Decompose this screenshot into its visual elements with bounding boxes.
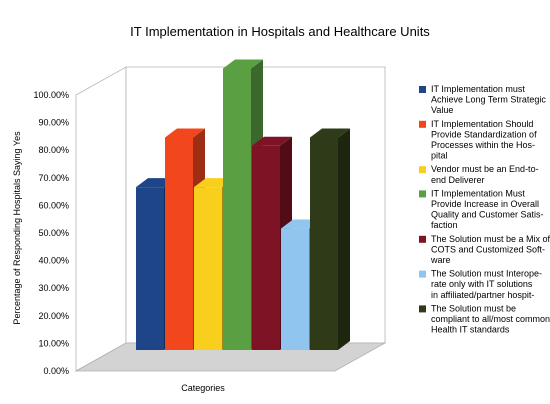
bar-front <box>252 145 280 350</box>
bar-front <box>165 137 193 350</box>
bar-top <box>223 59 263 69</box>
y-tick-label: 0.00% <box>43 366 69 376</box>
bar-front <box>136 187 164 350</box>
legend-swatch <box>419 86 426 93</box>
legend-item: IT Implementation must Achieve Long Term … <box>419 84 546 115</box>
legend-label: IT Implementation must Achieve Long Term … <box>431 84 546 115</box>
y-tick-label: 10.00% <box>38 338 69 348</box>
y-axis-title: Percentage of Responding Hospitals Sayin… <box>12 131 22 325</box>
bar <box>310 128 350 350</box>
legend-item: IT Implementation Must Provide Increase i… <box>419 188 544 230</box>
y-tick-label: 50.00% <box>38 228 69 238</box>
y-tick-label: 70.00% <box>38 173 69 183</box>
legend: IT Implementation must Achieve Long Term … <box>419 84 550 335</box>
legend-swatch <box>419 305 426 313</box>
legend-label: The Solution must Interope-rate only wit… <box>431 269 542 300</box>
legend-label: The Solution must be compliant to all/mos… <box>431 303 550 334</box>
legend-swatch <box>419 166 426 174</box>
y-tick-label: 30.00% <box>38 283 69 293</box>
legend-label: IT Implementation Must Provide Increase i… <box>431 188 544 230</box>
legend-label: IT Implementation Should Provide Standard… <box>431 119 537 161</box>
legend-label: Vendor must be an End-to-end Deliverer <box>431 164 539 185</box>
legend-swatch <box>419 270 426 278</box>
bar-top <box>165 128 205 138</box>
legend-swatch <box>419 235 426 243</box>
chart-title: IT Implementation in Hospitals and Healt… <box>130 24 430 39</box>
legend-item: Vendor must be an End-to-end Deliverer <box>419 164 539 185</box>
bar-front <box>310 137 338 350</box>
legend-item: IT Implementation Should Provide Standard… <box>419 119 537 161</box>
y-tick-label: 40.00% <box>38 256 69 266</box>
legend-label: The Solution must be a Mix of COTS and Cu… <box>430 234 550 265</box>
y-tick-label: 100.00% <box>33 90 69 100</box>
legend-swatch <box>419 190 426 198</box>
x-axis-title: Categories <box>181 383 225 393</box>
bar-front <box>194 187 222 350</box>
side-wall <box>75 66 127 372</box>
bar-front <box>223 68 251 350</box>
y-tick-label: 60.00% <box>38 200 69 210</box>
legend-item: The Solution must be a Mix of COTS and Cu… <box>419 234 550 265</box>
legend-swatch <box>419 120 426 128</box>
bar-top <box>252 136 292 146</box>
y-tick-label: 20.00% <box>38 311 69 321</box>
legend-item: The Solution must Interope-rate only wit… <box>419 269 542 300</box>
y-tick-label: 90.00% <box>38 118 69 128</box>
y-tick-label: 80.00% <box>38 145 69 155</box>
bar-side <box>338 128 350 350</box>
bars <box>136 59 350 350</box>
legend-item: The Solution must be compliant to all/mos… <box>419 303 550 335</box>
y-tick-labels: 0.00% 10.00% 20.00% 30.00% 40.00% 50.00% 60.00… <box>33 90 69 376</box>
bar-top <box>310 128 350 138</box>
bar-front <box>281 228 309 350</box>
